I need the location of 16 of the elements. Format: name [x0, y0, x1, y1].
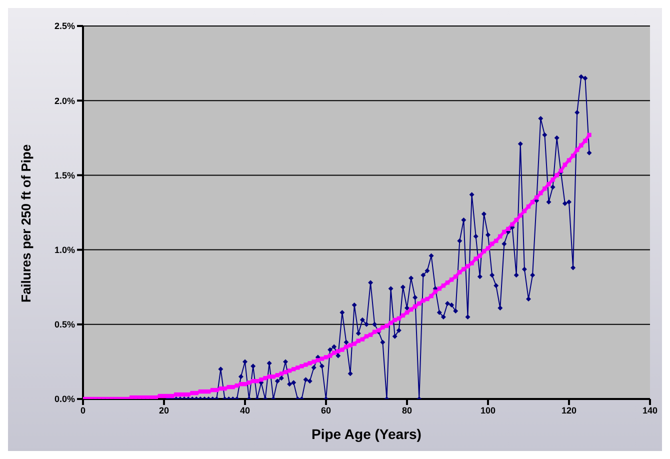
- x-tick-label: 140: [642, 405, 658, 416]
- x-tick-label: 20: [158, 405, 170, 416]
- x-tick-label: 0: [80, 405, 86, 416]
- x-tick-label: 100: [480, 405, 496, 416]
- y-tick-label: 1.0%: [54, 244, 75, 255]
- x-tick-label: 40: [240, 405, 250, 416]
- x-axis-title: Pipe Age (Years): [312, 426, 422, 442]
- y-tick-label: 2.0%: [54, 96, 75, 106]
- x-tick-label: 80: [402, 405, 412, 416]
- y-tick-label: 0.0%: [54, 394, 75, 404]
- y-tick-label: 2.5%: [54, 21, 75, 32]
- y-tick-label: 1.5%: [54, 170, 75, 180]
- y-axis-title: Failures per 250 ft of Pipe: [18, 144, 34, 302]
- y-tick-label: 0.5%: [54, 320, 75, 330]
- x-tick-label: 120: [561, 405, 577, 416]
- x-tick-label: 60: [320, 405, 332, 416]
